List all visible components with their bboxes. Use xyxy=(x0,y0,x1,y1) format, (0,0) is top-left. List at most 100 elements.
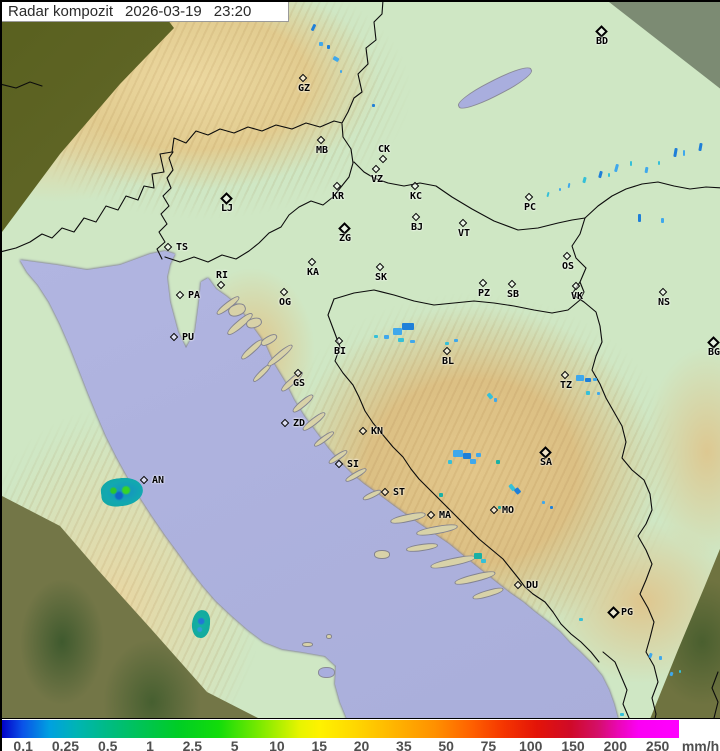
radar-echo xyxy=(683,150,685,156)
city-label: PA xyxy=(188,290,201,301)
city-label: AN xyxy=(152,475,165,486)
city-label: OS xyxy=(561,261,575,272)
legend-tick-label: 250 xyxy=(645,738,670,751)
radar-echo xyxy=(608,173,610,177)
legend-tick-label: 0,25 xyxy=(51,738,80,751)
lake xyxy=(318,667,335,678)
radar-echo xyxy=(638,214,641,222)
city-label: NS xyxy=(657,297,671,308)
radar-echo xyxy=(559,188,561,191)
legend-tick-label: 100 xyxy=(519,738,543,751)
city-label: VZ xyxy=(370,174,384,185)
legend-unit-label: mm/h xyxy=(681,738,720,751)
intensity-legend: 0,1 0,25 0,5 1 2,5 5 10 15 20 35 50 75 100 150 200 250 … xyxy=(2,718,720,751)
legend-tick-label: 1 xyxy=(146,738,154,751)
radar-echo xyxy=(659,656,662,660)
legend-tick-label: 0,1 xyxy=(13,738,33,751)
title-time: 23:20 xyxy=(213,3,252,20)
radar-map: GZ BD MB CK VZ KR KC LJ BJ ZG TS VT PC OS PA KA SK RI PZ SB… xyxy=(2,2,720,719)
city-label: BD xyxy=(595,36,609,47)
radar-echo xyxy=(630,161,632,166)
legend-tick-label: 50 xyxy=(438,738,454,751)
radar-echo xyxy=(463,453,471,459)
radar-echo xyxy=(439,493,443,497)
city-label: SK xyxy=(374,272,388,283)
radar-echo xyxy=(319,42,323,46)
radar-echo xyxy=(661,218,664,223)
radar-echo xyxy=(496,460,500,464)
radar-echo xyxy=(679,670,681,673)
island xyxy=(326,634,332,639)
legend-tick-label: 75 xyxy=(480,738,497,751)
city-label: KA xyxy=(306,267,320,278)
island xyxy=(374,550,390,559)
legend-tick-label: 20 xyxy=(353,738,370,751)
radar-echo xyxy=(454,339,458,342)
city-label: PC xyxy=(523,202,537,213)
radar-echo xyxy=(445,342,449,345)
legend-tick-label: 0,5 xyxy=(98,738,118,751)
city-label: ST xyxy=(393,487,406,498)
radar-echo xyxy=(586,391,590,395)
legend-tick-label: 150 xyxy=(561,738,585,751)
radar-echo xyxy=(402,323,414,330)
radar-echo xyxy=(374,335,378,338)
city-label: BL xyxy=(441,356,455,367)
radar-echo xyxy=(620,713,624,716)
city-label: SI xyxy=(347,459,360,470)
radar-echo xyxy=(579,618,583,621)
city-label: MB xyxy=(315,145,329,156)
city-label: BJ xyxy=(410,222,424,233)
legend-tick-labels: 0,1 0,25 0,5 1 2,5 5 10 15 20 35 50 75 100 150 200 250 xyxy=(2,738,679,751)
city-label: PG xyxy=(621,607,634,618)
city-label: KN xyxy=(371,426,384,437)
city-label: MO xyxy=(502,505,515,516)
title-date: 2026-03-19 xyxy=(125,3,202,20)
city-label: ZD xyxy=(293,418,306,429)
radar-echo xyxy=(576,375,584,381)
legend-tick-label: 15 xyxy=(311,738,328,751)
city-label: VK xyxy=(570,291,584,302)
city-label: GZ xyxy=(297,83,311,94)
radar-echo xyxy=(393,328,402,335)
radar-echo xyxy=(340,70,342,73)
city-label: OG xyxy=(278,297,292,308)
city-label: RI xyxy=(215,270,229,281)
radar-echo xyxy=(384,335,389,339)
radar-echo xyxy=(481,559,486,563)
legend-color-bar xyxy=(2,720,679,738)
city-label: KR xyxy=(331,191,345,202)
city-label: GS xyxy=(292,378,306,389)
city-label: LJ xyxy=(220,203,234,214)
title-bar: Radar kompozit 2026-03-19 23:20 xyxy=(2,2,289,22)
radar-echo xyxy=(498,506,501,509)
radar-echo xyxy=(593,378,597,381)
city-label: TZ xyxy=(559,380,573,391)
country-borders xyxy=(2,2,720,719)
radar-echo xyxy=(585,378,591,382)
island xyxy=(302,642,313,647)
city-label: KC xyxy=(409,191,423,202)
city-label: SA xyxy=(539,457,553,468)
radar-echo xyxy=(448,460,452,464)
city-label: BG xyxy=(707,347,720,358)
radar-echo xyxy=(550,506,553,509)
radar-echo xyxy=(494,398,497,402)
radar-echo xyxy=(542,501,545,504)
radar-echo xyxy=(410,340,415,343)
city-label: TS xyxy=(176,242,189,253)
app-title: Radar kompozit xyxy=(8,3,114,20)
radar-echo xyxy=(327,45,330,49)
radar-echo xyxy=(597,392,600,395)
city-label: ZG xyxy=(338,233,352,244)
radar-echo xyxy=(476,453,481,457)
city-label: PU xyxy=(182,332,195,343)
radar-echo xyxy=(474,553,482,559)
legend-tick-label: 5 xyxy=(230,738,239,751)
city-label: BI xyxy=(333,346,347,357)
city-label: PZ xyxy=(477,288,491,299)
legend-tick-label: 200 xyxy=(603,738,627,751)
radar-echo xyxy=(453,450,463,457)
city-label: MA xyxy=(439,510,452,521)
